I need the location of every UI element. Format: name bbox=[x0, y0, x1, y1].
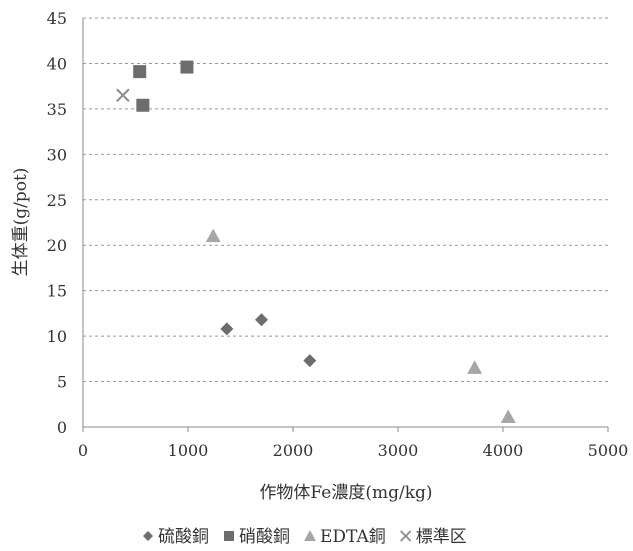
x-tick-label: 4000 bbox=[483, 441, 524, 460]
x-axis-label: 作物体Fe濃度(mg/kg) bbox=[259, 483, 432, 503]
data-point-series-1 bbox=[180, 60, 194, 74]
legend-marker bbox=[304, 530, 316, 541]
y-tick-label: 20 bbox=[47, 236, 67, 255]
data-point-series-3 bbox=[116, 88, 130, 102]
data-point-series-2 bbox=[205, 228, 221, 243]
x-tick-label: 1000 bbox=[168, 441, 209, 460]
data-point-series-1 bbox=[136, 98, 150, 112]
data-point-series-0 bbox=[303, 354, 317, 368]
legend-label: 標準区 bbox=[416, 527, 467, 547]
legend-marker bbox=[400, 530, 412, 542]
gridlines bbox=[83, 17, 608, 383]
legend-marker bbox=[224, 531, 234, 541]
data-point-series-0 bbox=[220, 322, 234, 336]
y-tick-label: 25 bbox=[47, 191, 67, 210]
data-points bbox=[116, 60, 516, 424]
x-tick-labels: 0 1000 2000 3000 4000 5000 bbox=[78, 427, 628, 460]
legend-item: 標準区 bbox=[400, 527, 467, 547]
data-point-series-0 bbox=[255, 313, 268, 327]
x-tick-label: 2000 bbox=[273, 441, 314, 460]
legend-label: EDTA銅 bbox=[320, 527, 386, 547]
y-tick-label: 45 bbox=[47, 9, 67, 28]
y-tick-label: 10 bbox=[47, 327, 67, 346]
legend-label: 硝酸銅 bbox=[239, 527, 290, 547]
data-point-series-1 bbox=[133, 65, 147, 79]
legend-item: EDTA銅 bbox=[304, 527, 386, 547]
data-point-series-2 bbox=[467, 360, 483, 374]
legend-item: 硫酸銅 bbox=[143, 527, 209, 547]
y-tick-label: 5 bbox=[57, 373, 67, 392]
y-tick-label: 35 bbox=[47, 100, 67, 119]
legend-item: 硝酸銅 bbox=[224, 527, 290, 547]
legend: 硫酸銅 硝酸銅 EDTA銅 標準区 bbox=[143, 527, 467, 547]
y-tick-label: 40 bbox=[47, 54, 67, 73]
y-axis-label: 生体重(g/pot) bbox=[11, 168, 31, 277]
x-tick-label: 5000 bbox=[588, 441, 629, 460]
legend-marker bbox=[143, 531, 153, 541]
legend-label: 硫酸銅 bbox=[158, 527, 209, 547]
x-tick-label: 3000 bbox=[378, 441, 419, 460]
y-tick-label: 15 bbox=[47, 282, 67, 301]
y-tick-labels: 0 5 10 15 20 25 30 35 40 45 bbox=[47, 9, 67, 437]
x-tick-label: 0 bbox=[78, 441, 88, 460]
data-point-series-2 bbox=[500, 409, 516, 424]
y-tick-label: 0 bbox=[57, 418, 67, 437]
y-tick-label: 30 bbox=[47, 145, 67, 164]
axes bbox=[82, 18, 608, 428]
